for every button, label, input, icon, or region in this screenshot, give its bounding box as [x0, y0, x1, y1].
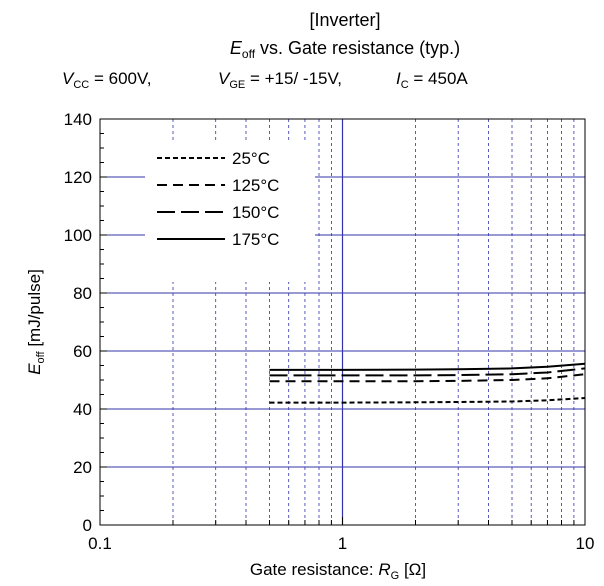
- xlabel-prefix: Gate resistance:: [250, 560, 379, 579]
- title-symbol: E: [230, 38, 243, 58]
- y-tick-label: 60: [73, 342, 92, 361]
- series-line: [269, 397, 586, 404]
- vcc-subscript: CC: [73, 79, 89, 91]
- x-tick-label: 0.1: [88, 534, 112, 553]
- series-line: [269, 362, 586, 371]
- series-line: [269, 373, 586, 383]
- xlabel-subscript: G: [391, 570, 400, 582]
- y-tick-label: 120: [64, 168, 92, 187]
- legend: 25°C 125°C 150°C 175°C: [157, 149, 279, 249]
- vge-value: = +15/ -15V,: [245, 69, 342, 88]
- condition-ic: IC = 450A: [396, 69, 468, 91]
- y-tick-label: 40: [73, 400, 92, 419]
- xlabel-rest: [Ω]: [399, 560, 426, 579]
- x-tick-labels: 0.1 1 10: [88, 534, 594, 553]
- xlabel-symbol: R: [378, 560, 390, 579]
- ylabel-rest: [mJ/pulse]: [25, 269, 44, 351]
- series-line: [269, 367, 586, 377]
- legend-label: 175°C: [232, 230, 279, 249]
- vge-symbol: V: [218, 69, 231, 88]
- grid: [100, 119, 585, 525]
- title-rest: vs. Gate resistance (typ.): [255, 38, 460, 58]
- y-tick-label: 20: [73, 458, 92, 477]
- condition-vge: VGE = +15/ -15V,: [218, 69, 342, 91]
- legend-label: 125°C: [232, 176, 279, 195]
- vge-subscript: GE: [229, 79, 245, 91]
- y-tick-label: 0: [83, 516, 92, 535]
- legend-label: 150°C: [232, 203, 279, 222]
- ylabel-subscript: off: [35, 350, 47, 363]
- y-axis-label: Eoff [mJ/pulse]: [25, 269, 47, 375]
- y-tick-labels: 0 20 40 60 80 100 120 140: [64, 110, 92, 535]
- x-axis-label: Gate resistance: RG [Ω]: [250, 560, 426, 582]
- ic-symbol: I: [396, 69, 401, 88]
- x-tick-label: 10: [576, 534, 595, 553]
- chart-title: Eoff vs. Gate resistance (typ.): [230, 38, 460, 61]
- vcc-value: = 600V,: [89, 69, 151, 88]
- condition-vcc: VCC = 600V,: [62, 69, 151, 91]
- title-subscript: off: [242, 47, 256, 61]
- y-tick-label: 100: [64, 226, 92, 245]
- vcc-symbol: V: [62, 69, 75, 88]
- legend-label: 25°C: [232, 149, 270, 168]
- y-tick-label: 140: [64, 110, 92, 129]
- ticks: [99, 118, 575, 526]
- ylabel-symbol: E: [25, 363, 44, 375]
- ic-value: = 450A: [409, 69, 469, 88]
- x-tick-label: 1: [338, 534, 347, 553]
- header-line1: [Inverter]: [309, 10, 380, 30]
- y-tick-label: 80: [73, 284, 92, 303]
- ic-subscript: C: [401, 79, 409, 91]
- curves: [269, 362, 586, 404]
